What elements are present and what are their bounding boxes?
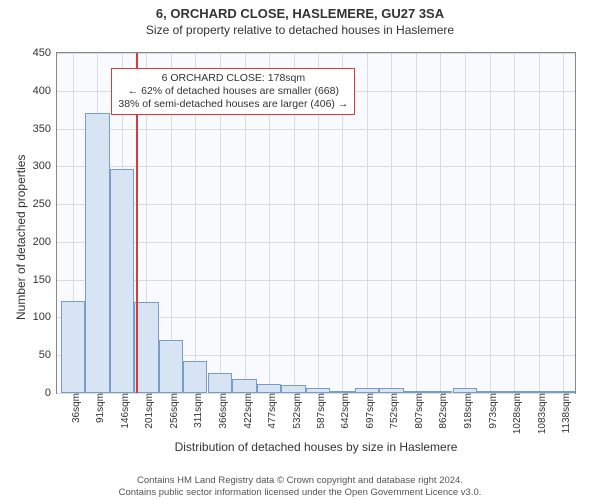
histogram-bar [502, 391, 526, 393]
x-tick-label: 918sqm [461, 393, 474, 429]
x-tick-label: 532sqm [290, 393, 303, 429]
histogram-bar [453, 388, 477, 393]
histogram-bar [257, 384, 281, 393]
x-tick-label: 697sqm [363, 393, 376, 429]
gridline-v [367, 53, 368, 393]
x-tick-label: 807sqm [412, 393, 425, 429]
footer-line-2: Contains public sector information licen… [0, 487, 600, 498]
y-tick-label: 250 [33, 198, 57, 210]
gridline-h [57, 242, 575, 243]
y-tick-label: 0 [45, 387, 57, 399]
histogram-bar [404, 391, 428, 393]
x-tick-label: 91sqm [93, 393, 106, 423]
x-tick-label: 1028sqm [510, 393, 523, 434]
plot-area: 05010015020025030035040045036sqm91sqm146… [56, 52, 576, 394]
annotation-line: 6 ORCHARD CLOSE: 178sqm [118, 72, 348, 85]
histogram-bar [183, 361, 207, 393]
x-tick-label: 146sqm [118, 393, 131, 429]
x-tick-label: 1083sqm [535, 393, 548, 434]
y-tick-label: 150 [33, 274, 57, 286]
x-tick-label: 36sqm [69, 393, 82, 423]
x-tick-label: 311sqm [191, 393, 204, 428]
histogram-bar [355, 388, 379, 393]
histogram-bar [526, 391, 550, 393]
x-axis-title: Distribution of detached houses by size … [56, 440, 576, 454]
histogram-bar [61, 301, 85, 393]
y-tick-label: 450 [33, 47, 57, 59]
histogram-bar [159, 340, 183, 393]
y-axis-title: Number of detached properties [14, 155, 28, 320]
y-tick-label: 350 [33, 123, 57, 135]
y-tick-label: 300 [33, 160, 57, 172]
histogram-bar [551, 391, 575, 393]
chart-title-sub: Size of property relative to detached ho… [0, 23, 600, 37]
x-tick-label: 201sqm [142, 393, 155, 429]
gridline-h [57, 166, 575, 167]
footer-line-1: Contains HM Land Registry data © Crown c… [0, 475, 600, 486]
x-tick-label: 422sqm [241, 393, 254, 429]
chart-title-block: 6, ORCHARD CLOSE, HASLEMERE, GU27 3SA Si… [0, 0, 600, 37]
gridline-v [539, 53, 540, 393]
gridline-v [416, 53, 417, 393]
histogram-bar [232, 379, 256, 393]
y-tick-label: 200 [33, 236, 57, 248]
gridline-h [57, 204, 575, 205]
chart-title-main: 6, ORCHARD CLOSE, HASLEMERE, GU27 3SA [0, 6, 600, 21]
x-tick-label: 642sqm [338, 393, 351, 429]
gridline-v [465, 53, 466, 393]
histogram-bar [110, 169, 134, 393]
histogram-bar [306, 388, 330, 393]
x-tick-label: 862sqm [436, 393, 449, 429]
y-tick-label: 50 [39, 349, 57, 361]
gridline-v [391, 53, 392, 393]
histogram-bar [281, 385, 305, 393]
gridline-v [440, 53, 441, 393]
histogram-bar [477, 391, 501, 393]
annotation-box: 6 ORCHARD CLOSE: 178sqm← 62% of detached… [111, 68, 355, 115]
chart-area: 05010015020025030035040045036sqm91sqm146… [56, 52, 576, 422]
chart-footer: Contains HM Land Registry data © Crown c… [0, 475, 600, 498]
annotation-line: ← 62% of detached houses are smaller (66… [118, 85, 348, 98]
histogram-bar [330, 391, 354, 393]
gridline-v [490, 53, 491, 393]
annotation-line: 38% of semi-detached houses are larger (… [118, 98, 348, 111]
gridline-v [563, 53, 564, 393]
histogram-bar [379, 388, 403, 393]
y-tick-label: 400 [33, 85, 57, 97]
gridline-h [57, 129, 575, 130]
x-tick-label: 256sqm [167, 393, 180, 429]
gridline-h [57, 280, 575, 281]
histogram-bar [85, 113, 109, 393]
x-tick-label: 477sqm [265, 393, 278, 429]
gridline-h [57, 53, 575, 54]
y-tick-label: 100 [33, 311, 57, 323]
histogram-bar [208, 373, 232, 393]
gridline-v [514, 53, 515, 393]
x-tick-label: 1138sqm [559, 393, 572, 433]
x-tick-label: 973sqm [486, 393, 499, 429]
x-tick-label: 587sqm [314, 393, 327, 429]
x-tick-label: 366sqm [216, 393, 229, 429]
histogram-bar [428, 391, 452, 393]
x-tick-label: 752sqm [387, 393, 400, 429]
